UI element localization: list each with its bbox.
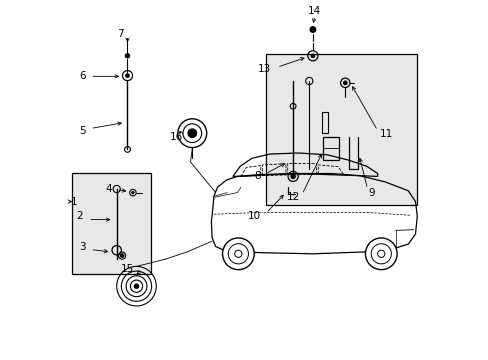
Circle shape: [125, 74, 129, 77]
Text: 2: 2: [77, 211, 83, 221]
Bar: [72, 173, 151, 274]
Text: 11: 11: [379, 129, 392, 139]
Text: 8: 8: [254, 171, 260, 181]
Circle shape: [222, 238, 254, 270]
Circle shape: [290, 174, 295, 179]
Text: 5: 5: [79, 126, 85, 136]
Text: 13: 13: [258, 64, 271, 74]
Circle shape: [132, 192, 134, 194]
Circle shape: [120, 254, 123, 257]
Text: 12: 12: [286, 192, 300, 202]
Text: 3: 3: [79, 242, 85, 252]
Circle shape: [187, 129, 196, 138]
Circle shape: [365, 238, 396, 270]
Text: 4: 4: [105, 184, 112, 194]
Text: 16: 16: [170, 132, 183, 142]
Circle shape: [125, 54, 129, 58]
Circle shape: [310, 54, 314, 58]
Circle shape: [134, 284, 139, 288]
Text: 7: 7: [117, 29, 123, 39]
Text: 14: 14: [307, 6, 321, 16]
Text: 9: 9: [368, 188, 375, 198]
Bar: [321, 112, 328, 133]
Text: 1: 1: [71, 197, 78, 207]
Bar: [322, 137, 339, 160]
Text: 15: 15: [121, 264, 134, 274]
Circle shape: [309, 27, 315, 32]
Text: 10: 10: [247, 211, 260, 221]
Circle shape: [343, 81, 346, 85]
Text: 6: 6: [79, 71, 85, 81]
Bar: [265, 54, 416, 205]
